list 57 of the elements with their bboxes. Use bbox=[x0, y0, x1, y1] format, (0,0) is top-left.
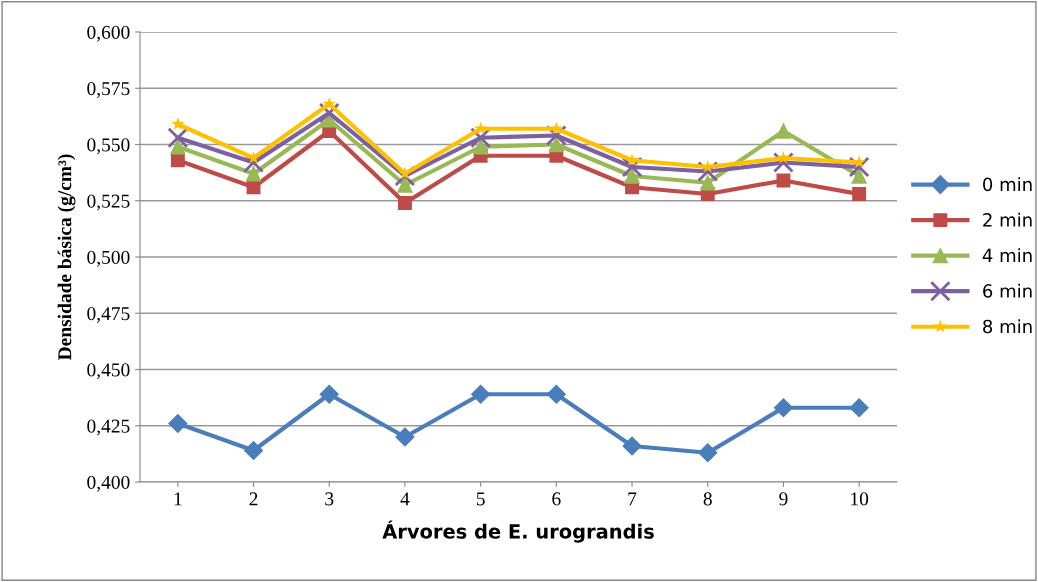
y-tick-label: 0,550 bbox=[87, 138, 130, 155]
x-tick-label: 4 bbox=[400, 492, 410, 506]
x-axis-title: Árvores de E. urograndis bbox=[382, 520, 654, 543]
point bbox=[700, 175, 716, 191]
y-tick-label: 0,475 bbox=[87, 307, 130, 323]
point bbox=[397, 177, 413, 193]
point bbox=[775, 123, 792, 139]
x-tick-label: 7 bbox=[628, 492, 637, 506]
x-tick-label: 1 bbox=[174, 492, 182, 506]
x-tick-label: 6 bbox=[552, 492, 561, 506]
point bbox=[698, 443, 718, 463]
point bbox=[624, 168, 640, 184]
y-tick-label: 0,575 bbox=[87, 82, 130, 98]
point bbox=[701, 160, 715, 173]
legend-label: 6 min bbox=[983, 283, 1032, 298]
point bbox=[776, 151, 791, 164]
point bbox=[622, 436, 642, 456]
legend-label: 4 min bbox=[982, 248, 1032, 262]
x-tick-label: 8 bbox=[703, 492, 712, 506]
point bbox=[170, 139, 186, 155]
point bbox=[473, 139, 489, 155]
point bbox=[244, 440, 264, 461]
legend-label: 2 min bbox=[983, 212, 1032, 227]
y-tick-label: 0,425 bbox=[87, 419, 130, 436]
point bbox=[398, 196, 412, 210]
point bbox=[773, 398, 793, 418]
point bbox=[395, 427, 415, 447]
y-axis-title: Densidade básica (g/cm³) bbox=[57, 154, 76, 361]
y-tick-label: 0,450 bbox=[87, 363, 130, 380]
point bbox=[319, 384, 339, 404]
y-tick-label: 0,500 bbox=[87, 250, 130, 267]
point bbox=[170, 153, 185, 168]
y-tick-label: 0,525 bbox=[87, 194, 130, 211]
point bbox=[471, 384, 491, 404]
y-tick-label: 0,400 bbox=[87, 475, 130, 492]
point bbox=[245, 166, 262, 182]
point bbox=[548, 136, 564, 153]
point bbox=[171, 117, 185, 130]
point bbox=[398, 166, 412, 180]
legend-label: 8 min bbox=[983, 319, 1032, 334]
point bbox=[168, 413, 188, 434]
point bbox=[474, 121, 488, 135]
point bbox=[849, 398, 869, 418]
point bbox=[852, 155, 866, 169]
point bbox=[546, 384, 566, 404]
legend-label: 0 min bbox=[983, 177, 1032, 192]
point bbox=[322, 97, 336, 110]
point bbox=[851, 168, 867, 184]
x-tick-label: 3 bbox=[325, 492, 334, 506]
x-tick-label: 5 bbox=[476, 492, 485, 506]
point bbox=[852, 187, 867, 201]
x-tick-label: 2 bbox=[249, 492, 258, 506]
x-tick-label: 9 bbox=[779, 492, 788, 506]
x-tick-label: 10 bbox=[851, 492, 869, 506]
point bbox=[848, 156, 870, 178]
y-tick-label: 0,600 bbox=[87, 25, 130, 42]
point bbox=[549, 121, 563, 135]
